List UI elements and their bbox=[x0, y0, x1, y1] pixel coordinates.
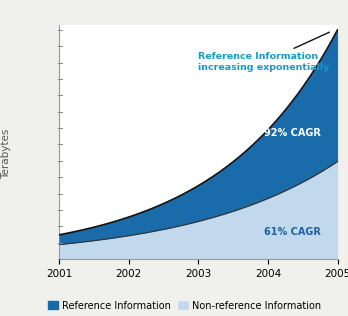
Text: Terabytes: Terabytes bbox=[1, 129, 11, 179]
Legend: Reference Information, Non-reference Information: Reference Information, Non-reference Inf… bbox=[44, 297, 325, 314]
Text: 61% CAGR: 61% CAGR bbox=[264, 227, 321, 237]
Text: 92% CAGR: 92% CAGR bbox=[264, 128, 321, 138]
Text: Reference Information
increasing exponentially: Reference Information increasing exponen… bbox=[198, 32, 330, 72]
